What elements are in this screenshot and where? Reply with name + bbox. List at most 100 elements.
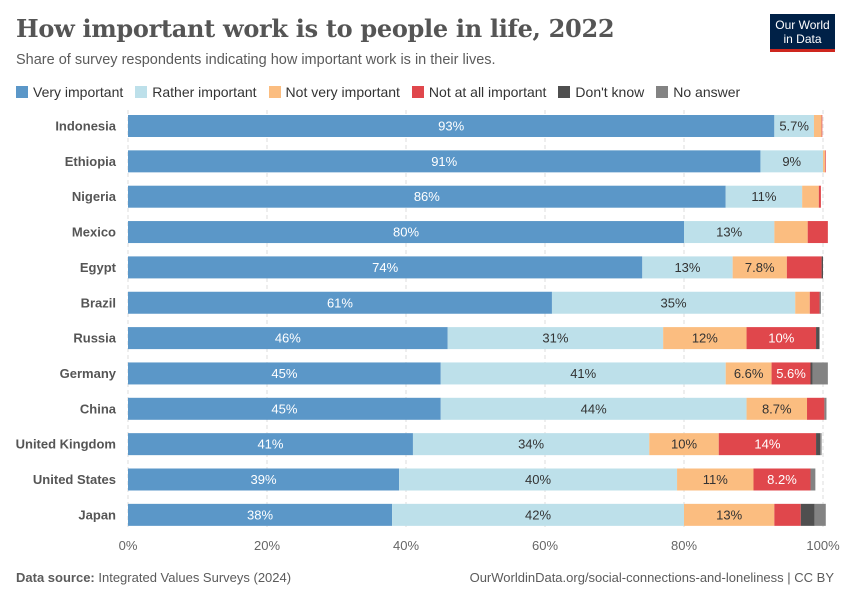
bar-segment[interactable] — [128, 503, 393, 526]
bar-segment[interactable] — [440, 397, 747, 420]
bar-segment[interactable] — [795, 291, 810, 314]
data-label: 9% — [782, 154, 801, 169]
legend-item[interactable]: Not at all important — [411, 84, 547, 100]
legend-swatch — [558, 86, 571, 98]
bar-segment[interactable] — [440, 362, 726, 385]
bar-segment[interactable] — [821, 115, 823, 137]
bar-segment[interactable] — [810, 468, 816, 491]
bar-segment[interactable] — [128, 291, 552, 314]
bar-segment[interactable] — [818, 185, 821, 208]
data-label: 11% — [751, 189, 776, 204]
bar-segment[interactable] — [824, 397, 827, 420]
bar-segment[interactable] — [128, 256, 643, 279]
legend-item[interactable]: Don't know — [558, 84, 644, 100]
legend-item[interactable]: Very important — [16, 84, 123, 100]
category-label: United States — [33, 472, 116, 487]
bar-segment[interactable] — [551, 291, 796, 314]
bar-segment[interactable] — [820, 433, 822, 456]
legend-label: Not at all important — [428, 84, 547, 100]
x-tick-label: 40% — [393, 538, 419, 553]
bar-segment[interactable] — [786, 256, 822, 279]
bar-segment[interactable] — [684, 503, 775, 526]
data-label: 14% — [754, 437, 780, 452]
legend-item[interactable]: Not very important — [268, 84, 400, 100]
bar-segment[interactable] — [399, 468, 678, 491]
bar-segment[interactable] — [732, 256, 787, 279]
data-label: 74% — [372, 260, 398, 275]
x-tick-label: 100% — [806, 538, 840, 553]
bar-segment[interactable] — [128, 327, 448, 350]
bar-segment[interactable] — [684, 221, 775, 244]
bar-segment[interactable] — [128, 433, 413, 456]
legend-swatch — [411, 86, 424, 98]
bar-segment[interactable] — [642, 256, 733, 279]
bar-segment[interactable] — [725, 362, 772, 385]
bar-segment[interactable] — [128, 362, 441, 385]
data-label: 12% — [692, 331, 718, 346]
bar-segment[interactable] — [821, 256, 823, 279]
bar-segment[interactable] — [814, 503, 826, 526]
bar-segment[interactable] — [774, 115, 814, 137]
data-label: 35% — [661, 295, 687, 310]
data-label: 40% — [525, 472, 551, 487]
bar-segment[interactable] — [802, 185, 819, 208]
bar-segment[interactable] — [807, 397, 825, 420]
bar-segment[interactable] — [649, 433, 719, 456]
bar-segment[interactable] — [128, 468, 400, 491]
bar-segment[interactable] — [823, 150, 826, 173]
bar-segment[interactable] — [825, 150, 826, 173]
data-label: 46% — [275, 331, 301, 346]
legend: Very important Rather important Not very i… — [16, 84, 740, 100]
data-source: Data source: Integrated Values Surveys (… — [16, 570, 291, 585]
owid-logo[interactable]: Our World in Data — [770, 14, 835, 52]
bar-segment[interactable] — [809, 291, 820, 314]
data-label: 38% — [247, 507, 273, 522]
bar-segment[interactable] — [810, 362, 813, 385]
bar-segment[interactable] — [412, 433, 650, 456]
bar-segment[interactable] — [718, 433, 817, 456]
source-text[interactable]: Integrated Values Surveys (2024) — [98, 570, 292, 585]
legend-item[interactable]: No answer — [656, 84, 740, 100]
bar-segment[interactable] — [663, 327, 747, 350]
x-tick-label: 80% — [671, 538, 697, 553]
bar-segment[interactable] — [128, 185, 726, 208]
bar-segment[interactable] — [760, 150, 823, 173]
bar-segment[interactable] — [128, 150, 761, 173]
bar-segment[interactable] — [128, 397, 441, 420]
data-label: 44% — [581, 401, 607, 416]
bar-segment[interactable] — [746, 327, 817, 350]
data-label: 34% — [518, 437, 544, 452]
bar-segment[interactable] — [746, 397, 808, 420]
bar-segment[interactable] — [813, 115, 822, 137]
data-label: 8.2% — [767, 472, 797, 487]
data-label: 6.6% — [734, 366, 764, 381]
category-label: Brazil — [81, 295, 116, 310]
legend-item[interactable]: Rather important — [135, 84, 257, 100]
bar-segment[interactable] — [128, 221, 684, 244]
bar-segment[interactable] — [771, 362, 811, 385]
bar-segment[interactable] — [725, 185, 803, 208]
data-label: 45% — [271, 401, 297, 416]
bar-segment[interactable] — [677, 468, 754, 491]
category-label: Mexico — [72, 225, 116, 240]
bar-segment[interactable] — [807, 221, 828, 244]
data-label: 39% — [251, 472, 277, 487]
bar-segment[interactable] — [812, 362, 828, 385]
bar-segment[interactable] — [816, 433, 821, 456]
data-label: 93% — [438, 119, 464, 134]
bar-segment[interactable] — [774, 221, 808, 244]
data-label: 45% — [271, 366, 297, 381]
legend-label: Very important — [33, 84, 124, 100]
footer-url[interactable]: OurWorldinData.org/social-connections-an… — [469, 570, 834, 585]
bar-segment[interactable] — [774, 503, 801, 526]
bar-segment[interactable] — [800, 503, 815, 526]
bar-segment[interactable] — [392, 503, 684, 526]
bar-segment[interactable] — [753, 468, 811, 491]
bar-segment[interactable] — [447, 327, 664, 350]
bar-segment[interactable] — [819, 291, 821, 314]
bar-segment[interactable] — [128, 115, 775, 137]
bar-segment[interactable] — [816, 327, 820, 350]
data-label: 5.7% — [779, 119, 809, 134]
